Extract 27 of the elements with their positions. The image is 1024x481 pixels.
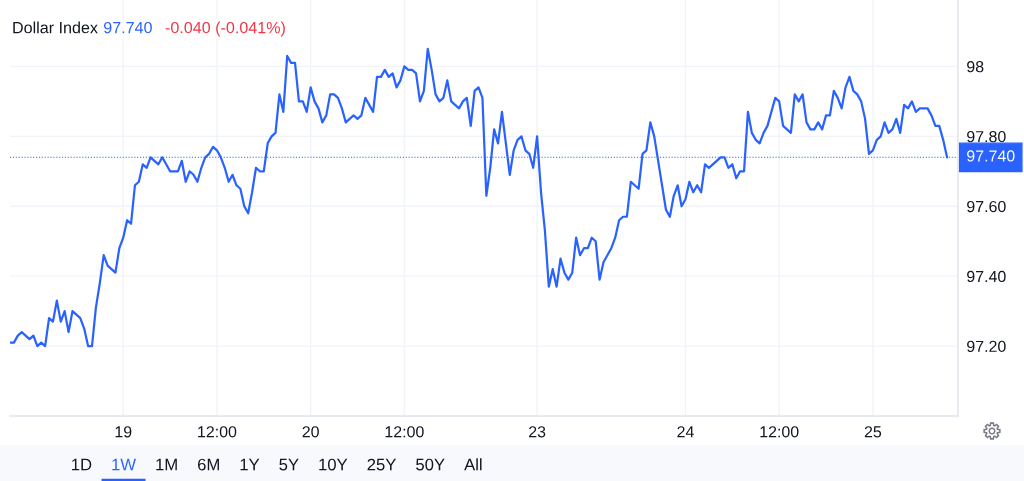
x-tick-label: 12:00 <box>198 426 237 438</box>
y-tick-label: 97.20 <box>967 340 1006 353</box>
text: 1D <box>72 458 92 471</box>
text: 1W <box>112 458 136 471</box>
ref-line-label: 97.740 <box>967 150 1015 162</box>
text: All <box>464 458 482 471</box>
annotation: 97.740 <box>104 21 152 34</box>
y-tick-label: 98 <box>967 61 984 73</box>
x-tick-label: 19 <box>115 426 132 438</box>
x-tick-label: 20 <box>302 426 319 438</box>
text: Dollar Index <box>13 21 98 34</box>
y-tick-label: 97.60 <box>967 200 1006 213</box>
x-tick-label: 12:00 <box>385 426 424 438</box>
x-tick-label: 24 <box>677 426 694 438</box>
text: 5Y <box>279 458 299 471</box>
text: 6M <box>198 458 219 471</box>
text: 10Y <box>319 458 348 471</box>
annotation: -0.040 (-0.041%) <box>165 21 285 37</box>
text: 50Y <box>416 458 445 471</box>
text: 1Y <box>240 458 260 471</box>
x-tick-label: 23 <box>529 426 546 438</box>
text: 25Y <box>367 458 397 471</box>
text: 1M <box>156 458 177 471</box>
y-tick-label: 97.40 <box>967 270 1006 283</box>
x-tick-label: 25 <box>864 426 882 438</box>
y-tick-label: 97.80 <box>967 130 1006 143</box>
x-tick-label: 12:00 <box>760 426 799 438</box>
